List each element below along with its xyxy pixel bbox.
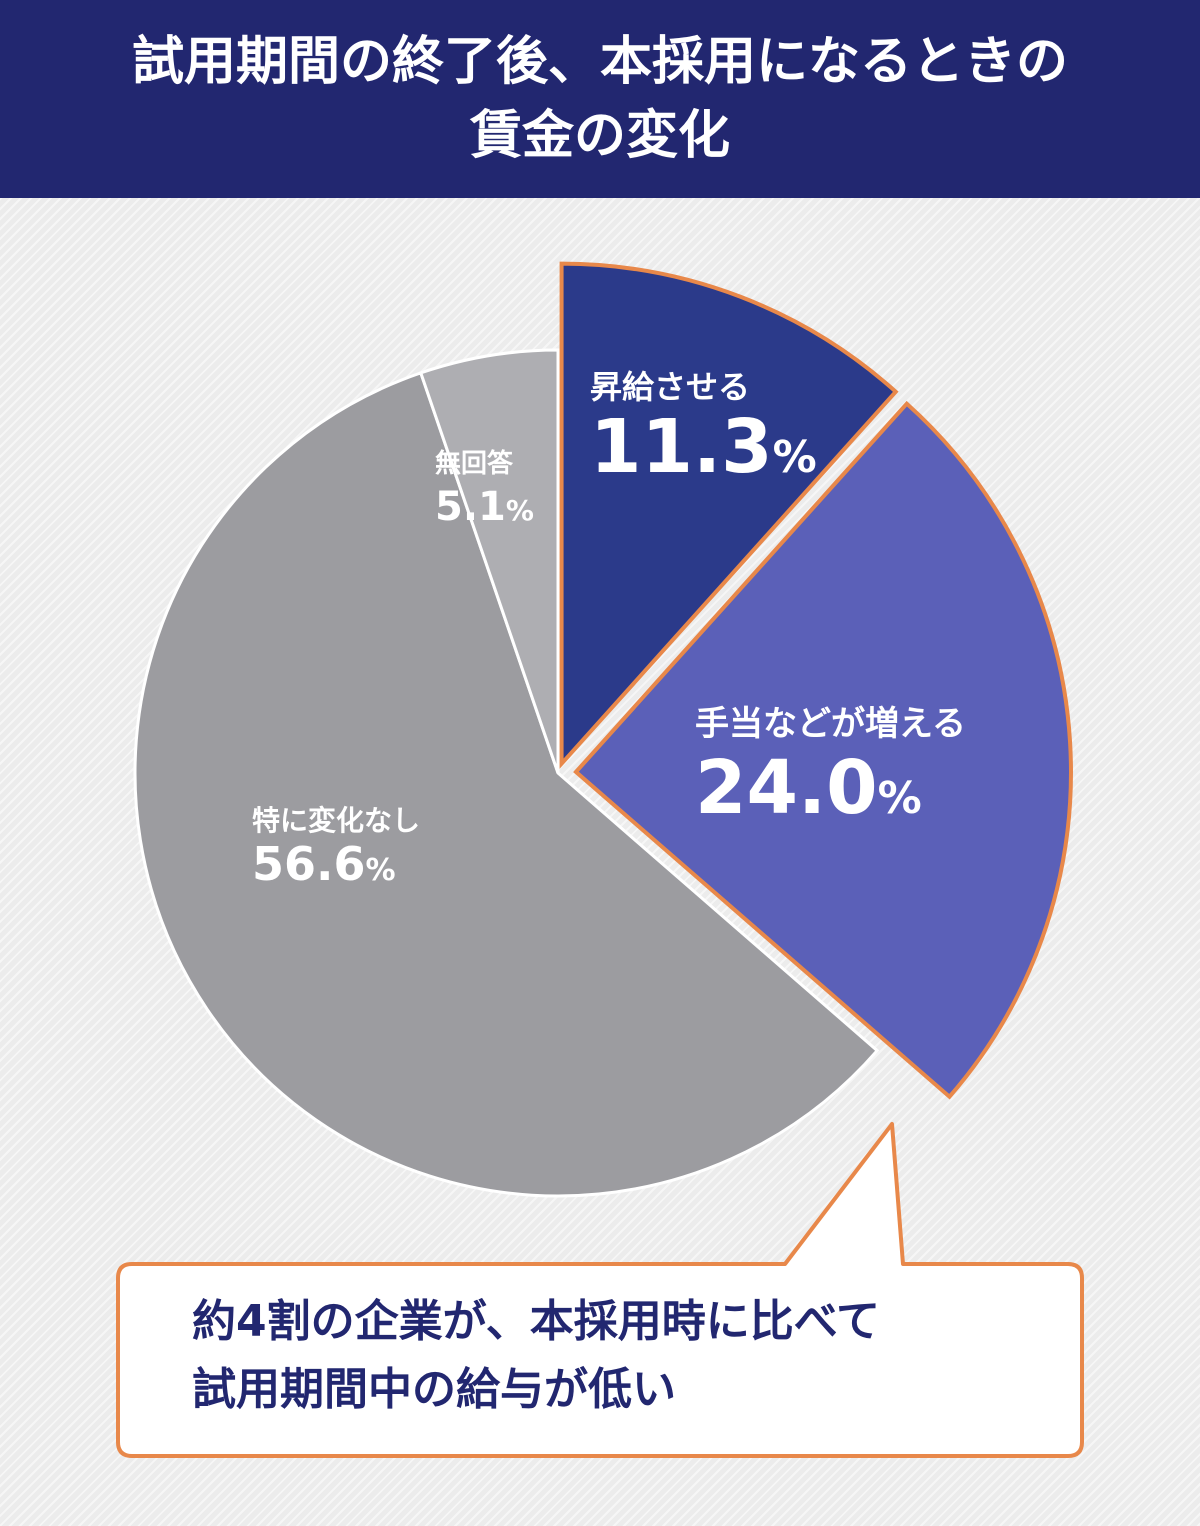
- callout-bubble: [116, 1122, 1084, 1458]
- callout-text: 約4割の企業が、本採用時に比べて 試用期間中の給与が低い: [192, 1288, 1052, 1424]
- title-line-1: 試用期間の終了後、本採用になるときの: [131, 32, 1068, 92]
- slice-label-no-answer: 無回答: [435, 448, 514, 479]
- pie-slice-allowance: [573, 400, 1073, 1100]
- slice-value-no-answer: 5.1%: [435, 484, 534, 530]
- callout-line-2: 試用期間中の給与が低い: [192, 1364, 676, 1415]
- slice-label-raise: 昇給させる: [590, 368, 750, 406]
- header-banner: 試用期間の終了後、本採用になるときの 賃金の変化: [0, 0, 1200, 198]
- slice-value-raise: 11.3%: [590, 404, 817, 490]
- slice-value-allowance: 24.0%: [695, 745, 922, 831]
- pie-slice-raise: [559, 261, 899, 769]
- pie-slice-no-answer: [418, 348, 560, 774]
- slice-label-allowance: 手当などが増える: [695, 704, 966, 744]
- pie-slices: [133, 261, 1073, 1198]
- callout-line-1: 約4割の企業が、本採用時に比べて: [192, 1296, 880, 1347]
- slice-value-no-change: 56.6%: [252, 837, 396, 891]
- title-line-2: 賃金の変化: [469, 106, 730, 166]
- pie-slice-no-change: [133, 370, 880, 1198]
- slice-label-no-change: 特に変化なし: [252, 804, 420, 837]
- chart-title: 試用期間の終了後、本採用になるときの 賃金の変化: [50, 25, 1150, 173]
